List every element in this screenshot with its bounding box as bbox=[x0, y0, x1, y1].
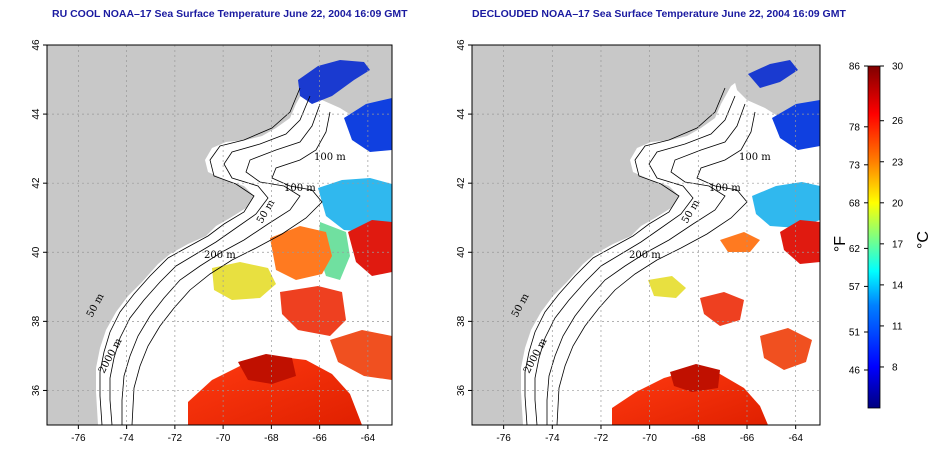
lon-tick-label: -64 bbox=[361, 433, 376, 444]
sst-yellow-patch bbox=[648, 276, 686, 298]
map-frame bbox=[46, 44, 393, 426]
lon-tick-label: -66 bbox=[312, 433, 327, 444]
fahrenheit-tick-label: 78 bbox=[849, 122, 861, 133]
lon-tick-label: -76 bbox=[496, 433, 511, 444]
sst-warm-south-east bbox=[330, 330, 392, 380]
contour-label-100m: 100 m bbox=[709, 183, 741, 194]
bathymetry-contours bbox=[524, 87, 756, 425]
lat-tick-label: 42 bbox=[31, 177, 42, 189]
lon-tick-label: -72 bbox=[168, 433, 183, 444]
lat-tick-label: 36 bbox=[456, 384, 467, 396]
land-mass bbox=[472, 45, 797, 425]
celsius-tick-label: 23 bbox=[892, 157, 904, 168]
sst-yellow-band bbox=[212, 262, 276, 300]
fahrenheit-tick-label: 86 bbox=[849, 62, 861, 73]
contour-label-200m: 200 m bbox=[629, 250, 661, 261]
temperature-colorbar: 30 26 23 20 17 14 11 8 86 78 73 68 62 57 51 46 °F °C bbox=[832, 62, 932, 409]
fahrenheit-tick-label: 73 bbox=[849, 160, 861, 171]
axis-ticks: -76 -74 -72 -70 -68 -66 -64 36 38 40 42 44 46 bbox=[456, 39, 803, 444]
sst-warm-south bbox=[188, 356, 362, 425]
lon-tick-label: -68 bbox=[691, 433, 706, 444]
right-map-title: DECLOUDED NOAA–17 Sea Surface Temperatur… bbox=[472, 8, 846, 20]
bathymetry-contours bbox=[99, 87, 331, 425]
sst-hot-spot bbox=[238, 354, 296, 384]
contour-label-100m-north: 100 m bbox=[314, 152, 346, 163]
lon-tick-label: -76 bbox=[71, 433, 86, 444]
celsius-tick-label: 26 bbox=[892, 116, 904, 127]
lat-tick-label: 40 bbox=[31, 246, 42, 258]
lon-tick-label: -72 bbox=[594, 433, 609, 444]
sst-hot-spot bbox=[670, 364, 720, 392]
axis-ticks: -76 -74 -72 -70 -68 -66 -64 36 38 40 42 44 46 bbox=[31, 39, 376, 444]
lat-tick-label: 46 bbox=[31, 39, 42, 51]
sst-warm-core bbox=[348, 220, 392, 276]
lon-tick-label: -74 bbox=[119, 433, 134, 444]
celsius-tick-label: 8 bbox=[892, 362, 898, 373]
sst-cold-patch bbox=[298, 60, 370, 104]
sst-orange-band bbox=[270, 226, 332, 280]
sst-warm-patch bbox=[700, 292, 744, 326]
lat-tick-label: 36 bbox=[31, 384, 42, 396]
lon-tick-label: -66 bbox=[740, 433, 755, 444]
lon-tick-label: -68 bbox=[264, 433, 279, 444]
map-grid bbox=[47, 45, 392, 425]
fahrenheit-tick-label: 46 bbox=[849, 366, 861, 377]
fahrenheit-tick-label: 62 bbox=[849, 244, 861, 255]
left-sst-map: 100 m 100 m 50 m 200 m 50 m 2000 m -76 -7… bbox=[31, 39, 393, 444]
fahrenheit-unit-label: °F bbox=[832, 236, 849, 252]
lat-tick-label: 42 bbox=[456, 177, 467, 189]
fahrenheit-tick-label: 68 bbox=[849, 198, 861, 209]
map-frame bbox=[471, 44, 821, 426]
contour-label-100m-north: 100 m bbox=[739, 152, 771, 163]
celsius-tick-label: 17 bbox=[892, 239, 904, 250]
sst-cyan-region bbox=[752, 182, 820, 228]
celsius-tick-label: 30 bbox=[892, 62, 904, 73]
celsius-tick-label: 11 bbox=[892, 321, 903, 332]
lat-tick-label: 40 bbox=[456, 246, 467, 258]
lat-tick-label: 46 bbox=[456, 39, 467, 51]
map-grid bbox=[472, 45, 820, 425]
sst-warm-mid bbox=[280, 286, 346, 336]
celsius-tick-label: 14 bbox=[892, 280, 904, 291]
celsius-unit-label: °C bbox=[915, 231, 932, 249]
sst-warm-patch-east bbox=[760, 328, 812, 370]
sst-warm-core bbox=[780, 220, 820, 264]
fahrenheit-tick-label: 51 bbox=[849, 328, 861, 339]
land-mass bbox=[47, 45, 372, 425]
lon-tick-label: -70 bbox=[642, 433, 657, 444]
lat-tick-label: 44 bbox=[456, 108, 467, 120]
sst-cyan-region bbox=[318, 178, 392, 232]
lat-tick-label: 44 bbox=[31, 108, 42, 120]
contour-label-100m: 100 m bbox=[284, 183, 316, 194]
lon-tick-label: -64 bbox=[788, 433, 803, 444]
colorbar-gradient bbox=[867, 65, 881, 409]
left-map-title: RU COOL NOAA–17 Sea Surface Temperature … bbox=[52, 8, 408, 20]
sst-cold-patch bbox=[748, 60, 798, 88]
lon-tick-label: -70 bbox=[216, 433, 231, 444]
lon-tick-label: -74 bbox=[545, 433, 560, 444]
sst-orange-patch bbox=[720, 232, 760, 252]
celsius-tick-label: 20 bbox=[892, 198, 904, 209]
contour-label-200m: 200 m bbox=[204, 250, 236, 261]
sst-warm-south bbox=[612, 370, 768, 425]
fahrenheit-tick-label: 57 bbox=[849, 282, 861, 293]
right-sst-map: 100 m 100 m 50 m 200 m 50 m 2000 m -76 -7… bbox=[456, 39, 821, 444]
colorbar-ticks: 30 26 23 20 17 14 11 8 86 78 73 68 62 57 51 46 bbox=[849, 62, 904, 377]
lat-tick-label: 38 bbox=[456, 315, 467, 327]
lat-tick-label: 38 bbox=[31, 315, 42, 327]
